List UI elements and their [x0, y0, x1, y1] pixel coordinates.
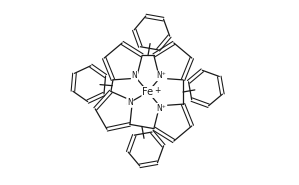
Text: N⁺: N⁺	[157, 104, 167, 113]
Text: N⁺: N⁺	[157, 71, 167, 80]
Text: +: +	[154, 85, 160, 95]
Text: N: N	[127, 98, 133, 107]
Text: Fe: Fe	[142, 87, 154, 97]
Text: N: N	[132, 71, 137, 80]
